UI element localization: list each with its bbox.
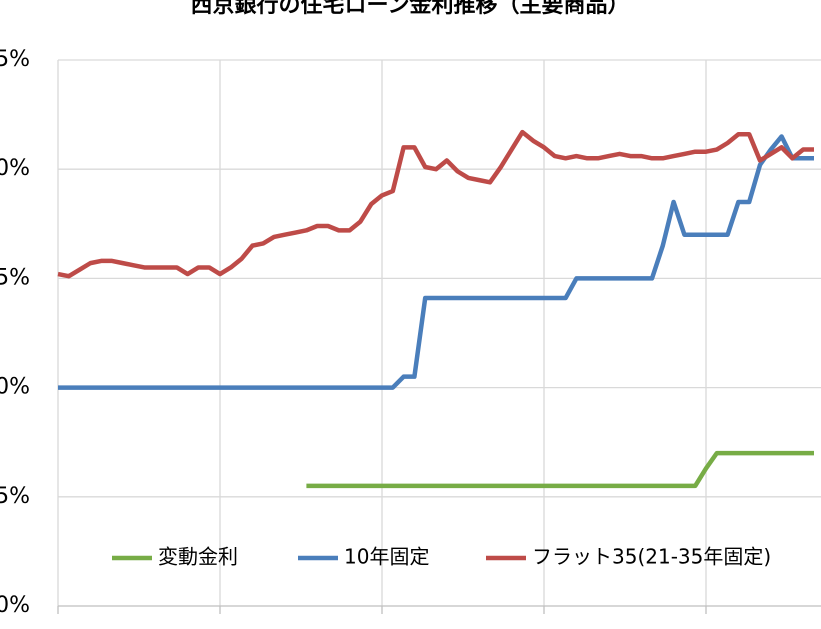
y-tick-label: 0.0% bbox=[0, 593, 30, 618]
y-tick-label: 1.0% bbox=[0, 375, 30, 400]
series-line bbox=[306, 450, 814, 489]
y-tick-label: 1.5% bbox=[0, 265, 30, 290]
y-tick-label: 2.5% bbox=[0, 47, 30, 72]
legend-label: フラット35(21-35年固定) bbox=[532, 545, 771, 569]
y-tick-label: 2.0% bbox=[0, 156, 30, 181]
y-tick-label: 0.5% bbox=[0, 484, 30, 509]
series-line bbox=[57, 129, 814, 279]
series-line bbox=[58, 134, 814, 390]
legend-label: 10年固定 bbox=[344, 545, 429, 569]
chart-title: 西京銀行の住宅ローン金利推移（主要商品） bbox=[191, 0, 630, 18]
legend-label: 変動金利 bbox=[158, 545, 238, 569]
